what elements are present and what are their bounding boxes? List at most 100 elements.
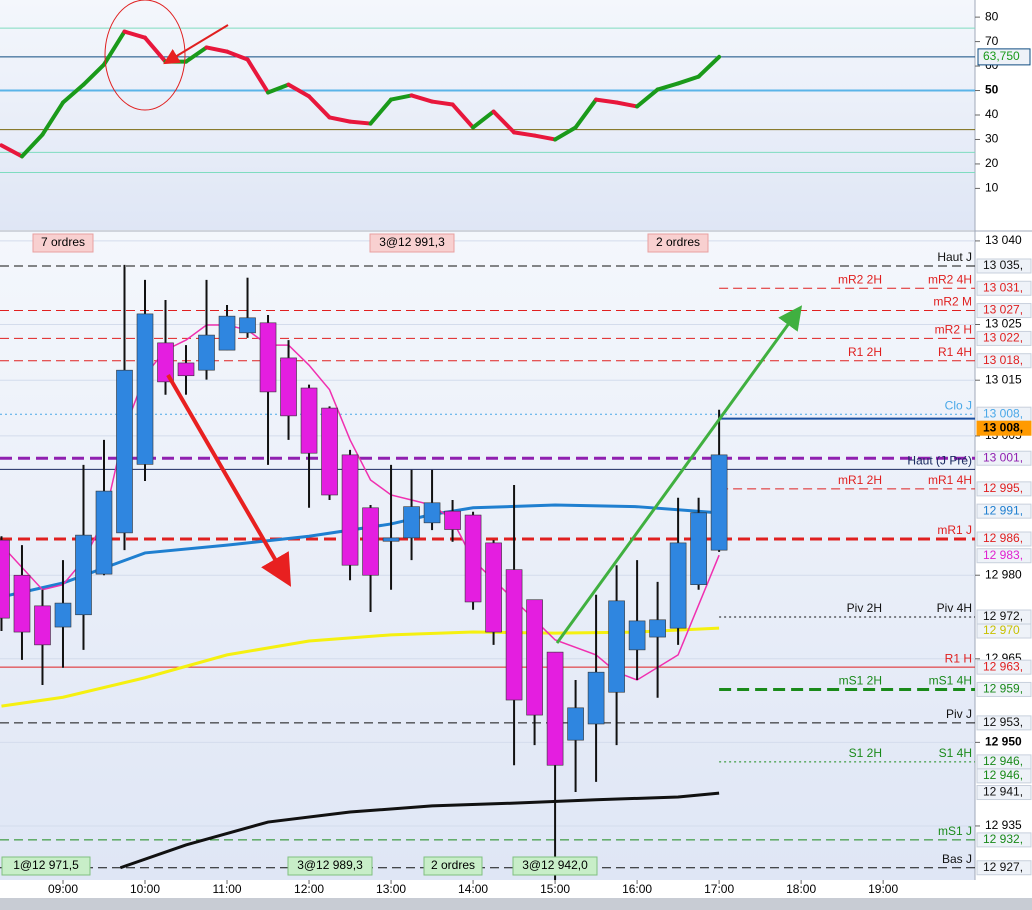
level-tag: [976, 768, 1032, 784]
x-tick-label: 13:00: [376, 882, 406, 896]
note-box: [1, 856, 91, 876]
x-tick-label: 09:00: [48, 882, 78, 896]
x-tick-label: 16:00: [622, 882, 652, 896]
level-tag-text: 13 018,: [983, 353, 1023, 367]
candle-body: [485, 542, 502, 633]
level-name: Haut (J Pré): [907, 454, 972, 468]
oscillator-segment: [696, 54, 722, 79]
x-tick-label: 18:00: [786, 882, 816, 896]
oscillator-segment: [143, 35, 168, 64]
x-tick-label: 10:00: [130, 882, 160, 896]
oscillator-segment: [348, 119, 373, 126]
candle-body: [280, 357, 297, 417]
oscillator-segment: [40, 100, 65, 137]
candle-body: [300, 387, 318, 454]
y-tick-label: 80: [985, 9, 999, 23]
oscillator-segment: [19, 132, 45, 159]
candle-body: [362, 507, 379, 576]
level-name: mR2 4H: [928, 272, 972, 286]
level-name: Piv 2H: [847, 601, 882, 615]
oscillator-segment: [594, 97, 619, 105]
level-name: Piv J: [946, 707, 972, 721]
oscillator-segment: [327, 115, 353, 124]
level-name: mR2 M: [933, 295, 972, 309]
level-tag-text: 12 941,: [983, 785, 1023, 799]
note: 2 ordres: [431, 858, 475, 872]
oscillator-segment: [676, 74, 701, 86]
level-tag: [976, 258, 1032, 274]
oscillator-segment: [450, 102, 476, 130]
level-tag: [976, 450, 1032, 466]
oscillator-segment: [0, 143, 24, 159]
level-tag: [976, 330, 1032, 346]
x-tick-label: 14:00: [458, 882, 488, 896]
level-name: S1 4H: [939, 746, 972, 760]
candle-body: [116, 369, 133, 534]
note-box: [423, 856, 483, 876]
level-tag: [977, 48, 1031, 66]
y-tick-label: 13 015: [985, 372, 1022, 386]
level-tag-text: 12 995,: [983, 481, 1023, 495]
y-tick-label: 13 040: [985, 233, 1022, 247]
x-tick-label: 15:00: [540, 882, 570, 896]
candle-body: [34, 605, 51, 646]
top-notes: 7 ordres 3@12 991,3 2 ordres: [32, 233, 709, 253]
y-tick-label: 13 025: [985, 317, 1022, 331]
oscillator-segment: [307, 94, 332, 120]
y-tick-label: 12 935: [985, 818, 1022, 832]
level-name: mR1 4H: [928, 473, 972, 487]
note-box: [512, 856, 598, 876]
level-name: mR2 2H: [838, 272, 882, 286]
oscillator-segment: [471, 109, 496, 130]
level-name: R1 H: [945, 651, 972, 665]
candle-body: [587, 671, 605, 725]
oscillator-segment: [573, 97, 599, 130]
level-tag-text: 12 946,: [983, 754, 1023, 768]
level-name: Piv 4H: [937, 601, 972, 615]
candle-body: [218, 315, 236, 351]
candle-body: [649, 619, 666, 638]
candle-body: [526, 599, 543, 716]
y-tick-label: 10: [985, 181, 999, 195]
level-tag: [976, 303, 1032, 319]
candle-body: [157, 342, 174, 383]
note-box: [369, 233, 455, 253]
oscillator-segment: [614, 100, 640, 109]
candle-body: [628, 620, 646, 651]
x-tick-label: 19:00: [868, 882, 898, 896]
y-tick-label: 70: [985, 34, 999, 48]
candle-body: [608, 600, 625, 693]
x-tick-label: 12:00: [294, 882, 324, 896]
oscillator-segment: [245, 57, 271, 95]
level-tag: [976, 681, 1032, 697]
level-name: R1 4H: [938, 345, 972, 359]
level-tag-text: 13 035,: [983, 258, 1023, 272]
y-tick-label: 30: [985, 132, 999, 146]
candle-body: [13, 574, 31, 633]
oscillator-segment: [122, 29, 148, 40]
level-tag: [976, 481, 1032, 497]
level-tag-text: 13 008,: [983, 406, 1023, 420]
level-name: S1 2H: [849, 746, 882, 760]
level-tag: [976, 623, 1032, 639]
candle-body: [239, 317, 256, 334]
candle-body: [403, 506, 420, 539]
note-box: [287, 856, 373, 876]
level-tag: [976, 280, 1032, 296]
candle-body: [0, 539, 10, 619]
level-tag: [976, 785, 1032, 801]
oscillator-segment: [655, 81, 681, 92]
x-tick-label: 17:00: [704, 882, 734, 896]
y-tick-label: 20: [985, 156, 999, 170]
candle-body: [54, 602, 72, 628]
level-tag-text: 12 953,: [983, 715, 1023, 729]
status-bar: [0, 898, 1032, 910]
oscillator-segment: [430, 99, 455, 107]
candle-body: [710, 454, 728, 551]
moving-average: [119, 791, 720, 870]
note: 2 ordres: [656, 235, 700, 249]
candle-body: [382, 537, 400, 542]
y-tick-label: 12 950: [985, 735, 1022, 749]
level-tag: [976, 832, 1032, 848]
level-tag-text: 13 001,: [983, 450, 1023, 464]
